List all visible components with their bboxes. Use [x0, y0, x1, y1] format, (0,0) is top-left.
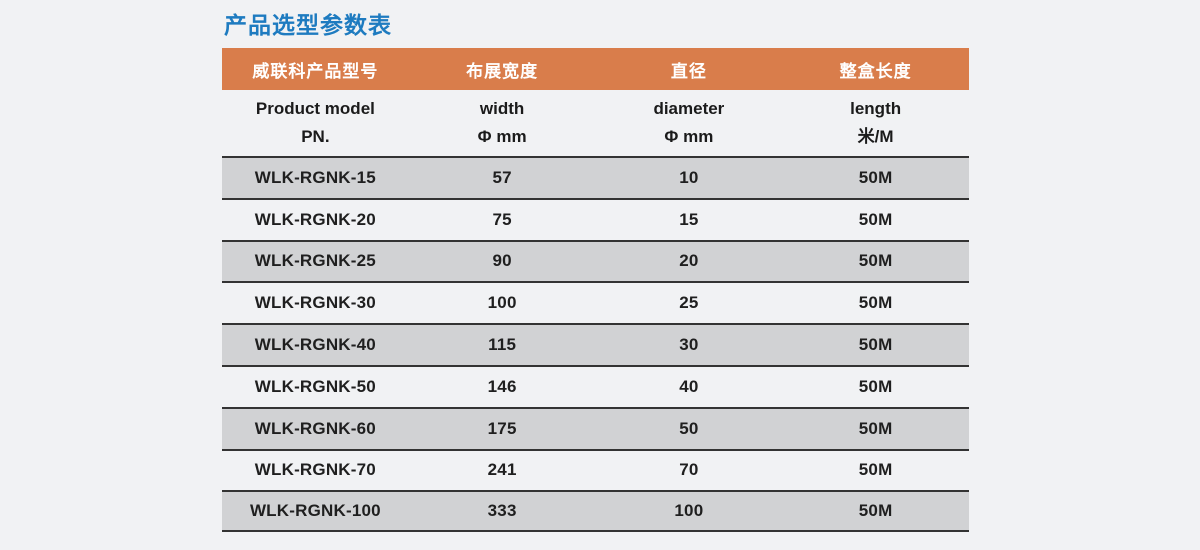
cell-width: 146 [487, 376, 517, 396]
cell-diameter: 30 [679, 335, 699, 355]
table-row: WLK-RGNK-50 146 40 50M [222, 364, 969, 407]
table-row: WLK-RGNK-70 241 70 50M [222, 448, 969, 491]
table-subheader-row: Product model PN. width Φ mm diameter Φ … [222, 90, 969, 156]
cell-model: WLK-RGNK-20 [254, 209, 376, 229]
cell-model: WLK-RGNK-60 [254, 418, 376, 438]
table-row: WLK-RGNK-60 175 50 50M [222, 406, 969, 449]
subheader-diameter-en: diameter [653, 99, 725, 118]
cell-diameter: 25 [679, 293, 699, 313]
page-title: 产品选型参数表 [224, 12, 392, 38]
cell-model: WLK-RGNK-70 [254, 460, 376, 480]
cell-model: WLK-RGNK-100 [249, 501, 381, 521]
cell-length: 50M [858, 251, 893, 271]
table-row: WLK-RGNK-15 57 10 50M [222, 156, 969, 198]
cell-length: 50M [858, 460, 893, 480]
cell-width: 75 [492, 209, 512, 229]
cell-diameter: 10 [679, 167, 699, 187]
header-cell-width: 布展宽度 [466, 61, 539, 81]
subheader-length-unit: 米/M [857, 127, 894, 146]
cell-diameter: 40 [679, 376, 699, 396]
header-cell-diameter: 直径 [670, 61, 707, 81]
table-header-row: 威联科产品型号 布展宽度 直径 整盒长度 [222, 48, 969, 90]
table-row: WLK-RGNK-40 115 30 50M [222, 323, 969, 365]
subheader-diameter-unit: Φ mm [664, 127, 714, 146]
cell-length: 50M [858, 335, 893, 355]
cell-length: 50M [858, 167, 893, 187]
subheader-model-en: Product model [255, 99, 375, 118]
header-cell-length: 整盒长度 [839, 61, 912, 81]
cell-width: 175 [487, 418, 517, 438]
subheader-cell-model: Product model PN. [222, 90, 409, 156]
cell-width: 333 [487, 501, 517, 521]
cell-length: 50M [858, 501, 893, 521]
cell-width: 100 [487, 293, 517, 313]
cell-width: 90 [492, 251, 512, 271]
subheader-cell-diameter: diameter Φ mm [596, 90, 783, 156]
table-row: WLK-RGNK-30 100 25 50M [222, 281, 969, 323]
table-row: WLK-RGNK-25 90 20 50M [222, 239, 969, 282]
cell-model: WLK-RGNK-15 [254, 167, 376, 187]
cell-diameter: 15 [679, 209, 699, 229]
header-cell-model: 威联科产品型号 [252, 61, 379, 81]
cell-diameter: 70 [679, 460, 699, 480]
cell-length: 50M [858, 418, 893, 438]
cell-length: 50M [858, 209, 893, 229]
cell-diameter: 100 [674, 501, 704, 521]
cell-model: WLK-RGNK-40 [254, 335, 376, 355]
product-spec-table: 威联科产品型号 布展宽度 直径 整盒长度 Product model PN. w… [222, 48, 969, 533]
subheader-cell-width: width Φ mm [409, 90, 596, 156]
subheader-cell-length: length 米/M [782, 90, 969, 156]
subheader-length-en: length [850, 99, 902, 118]
cell-diameter: 20 [679, 251, 699, 271]
subheader-width-en: width [479, 99, 525, 118]
table-row: WLK-RGNK-100 333 100 50M [222, 490, 969, 533]
cell-model: WLK-RGNK-30 [254, 293, 376, 313]
cell-length: 50M [858, 376, 893, 396]
cell-width: 57 [492, 167, 512, 187]
subheader-model-unit: PN. [301, 127, 330, 146]
cell-diameter: 50 [679, 418, 699, 438]
subheader-width-unit: Φ mm [477, 127, 527, 146]
cell-width: 241 [487, 460, 517, 480]
cell-width: 115 [488, 335, 517, 355]
table-row: WLK-RGNK-20 75 15 50M [222, 197, 969, 240]
cell-model: WLK-RGNK-50 [254, 376, 376, 396]
cell-model: WLK-RGNK-25 [254, 251, 376, 271]
cell-length: 50M [858, 293, 893, 313]
